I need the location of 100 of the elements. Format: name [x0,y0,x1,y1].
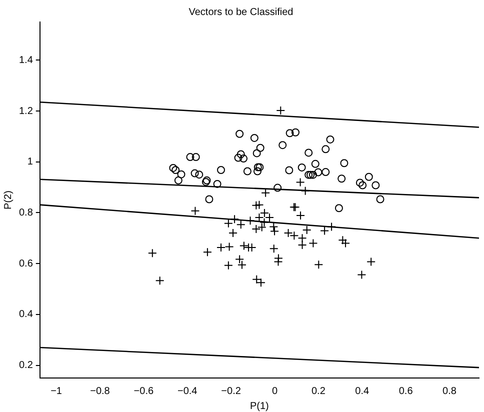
x-tick-label: −0.8 [90,386,110,397]
point [236,150,245,158]
point [338,174,346,183]
point [240,154,248,163]
x-tick-label: 0 [272,386,278,397]
point [356,178,364,187]
point [169,164,178,172]
point [274,257,283,266]
point [224,260,233,270]
point [254,163,262,172]
point [340,159,348,168]
point [357,270,366,280]
chart-title: Vectors to be Classified [188,6,294,18]
point [236,130,244,138]
point [308,238,318,248]
y-tick-label: 1 [27,156,34,168]
point [304,170,313,179]
point [334,204,343,212]
point [298,240,307,250]
x-tick-label: 0.4 [355,386,370,397]
point [252,149,261,158]
point [186,153,194,162]
point [252,224,261,234]
point [300,186,310,196]
x-tick-label: −0.6 [134,386,154,397]
point [257,222,266,232]
point [224,242,234,252]
point [341,238,350,248]
point [174,176,182,184]
x-tick-label: −0.2 [221,386,242,397]
point [256,144,264,152]
y-axis-title: P(2) [2,190,14,210]
point [250,134,258,142]
point [195,170,204,179]
point [254,200,264,210]
point [358,181,367,190]
x-tick-label: −1 [50,386,62,397]
point [274,184,282,192]
point [327,222,336,232]
point [155,276,164,286]
point [291,128,300,136]
point [216,243,226,252]
point [256,278,266,288]
y-tick-label: 0.4 [18,309,34,320]
point [252,274,262,284]
point [224,218,233,228]
x-tick-label: 0.6 [398,386,414,397]
point [177,170,186,178]
point [269,244,278,254]
y-tick-label: 0.2 [18,360,34,372]
point [314,168,322,176]
y-tick-label: 1.4 [18,54,34,66]
y-tick-label: 0.8 [18,207,34,218]
point [364,172,373,181]
point [213,180,222,188]
x-tick-label: −0.4 [177,386,198,397]
point [148,248,157,258]
x-tick-label: 0.2 [311,386,326,397]
point [253,167,262,176]
point [311,160,320,168]
point [252,200,261,210]
point [276,106,286,115]
point [205,195,214,204]
point [322,145,330,154]
point [296,178,305,187]
point [278,141,287,150]
point [306,170,315,179]
point [246,216,255,226]
y-tick-label: 0.6 [18,258,34,270]
x-tick-label: 0.8 [442,386,457,397]
point [285,166,294,174]
point [243,167,252,176]
point [274,254,283,263]
y-tick-label: 1.2 [18,106,34,117]
point [256,163,264,172]
point [296,211,306,220]
point [228,228,238,238]
point [372,181,380,190]
point [338,236,348,245]
point [261,188,270,198]
point [190,169,199,178]
point [217,166,225,174]
point [172,166,180,174]
point [270,226,280,236]
point [322,168,330,176]
point [234,154,242,162]
point [366,257,376,266]
point [302,226,312,235]
point [190,206,200,216]
point [298,163,306,172]
point [202,248,212,257]
point [308,170,317,179]
point [376,195,384,204]
point [298,234,307,243]
point [192,153,200,162]
point [269,222,278,232]
point [326,135,334,144]
point [320,226,330,236]
point [314,260,324,270]
point [304,148,313,157]
